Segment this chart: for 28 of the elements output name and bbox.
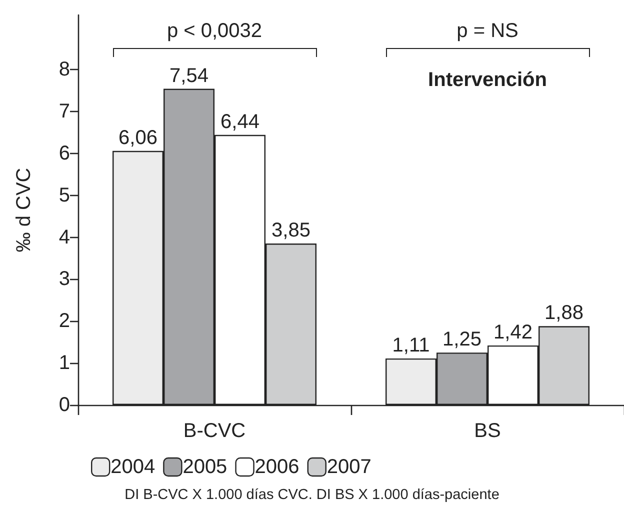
y-tick-label: 2 — [58, 310, 70, 332]
legend-label: 2004 — [110, 456, 156, 478]
x-tick-label: B-CVC — [183, 420, 246, 442]
y-tick-label: 4 — [58, 226, 70, 248]
text: DI B-CVC X 1.000 días CVC. DI BS X 1.000 días-paciente — [124, 487, 500, 503]
data-label: 7,54 — [170, 64, 208, 87]
legend-label: 2005 — [182, 456, 228, 478]
annotation: p = NS — [456, 20, 518, 43]
y-axis-title: ‰ d CVC — [13, 168, 35, 252]
data-label: 6,06 — [118, 126, 158, 149]
data-label: 1,11 — [392, 334, 430, 356]
annotation: p < 0,0032 — [166, 20, 262, 43]
y-tick-label: 6 — [58, 142, 70, 164]
data-label: 1,42 — [494, 321, 532, 344]
data-label: 6,44 — [220, 110, 260, 133]
y-tick-label: 5 — [58, 184, 70, 206]
legend-label: 2006 — [254, 456, 300, 478]
annotation: Intervención — [428, 69, 547, 92]
legend-label: 2007 — [326, 456, 372, 478]
y-tick-label: 7 — [58, 100, 70, 122]
y-tick-label: 8 — [58, 58, 70, 81]
y-tick-label: 1 — [58, 352, 70, 374]
data-label: 1,25 — [442, 328, 482, 351]
y-tick-label: 3 — [58, 268, 70, 290]
y-tick-label: 0 — [58, 394, 70, 416]
data-label: 3,85 — [272, 220, 310, 242]
x-tick-label: BS — [474, 420, 501, 442]
data-label: 1,88 — [544, 302, 584, 324]
